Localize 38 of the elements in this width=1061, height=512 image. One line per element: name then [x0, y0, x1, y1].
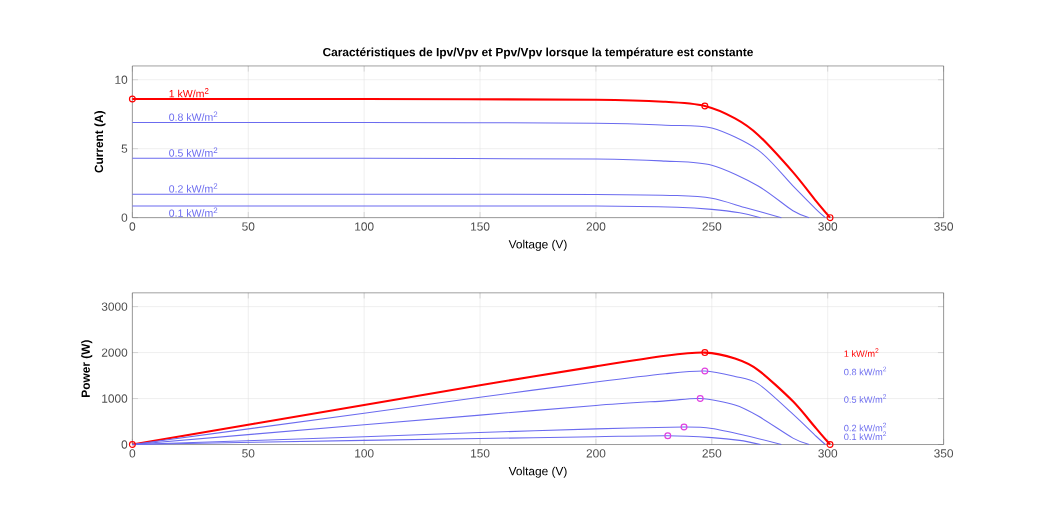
y-tick-label: 5: [121, 144, 128, 153]
x-tick-label: 0: [129, 222, 136, 231]
chart-title: Caractéristiques de Ipv/Vpv et Ppv/Vpv lorsque la température est constante: [323, 47, 753, 59]
series-label: 1 kW/m$^{2}$: [169, 88, 209, 98]
y-axis-title: Current (A): [94, 111, 106, 173]
series-label: 0.2 kW/m$^{2}$: [169, 183, 218, 193]
x-tick-label: 150: [471, 449, 490, 458]
text: 0.8 kW/m$^{2}$: [844, 366, 887, 376]
x-tick-label: 150: [471, 222, 490, 231]
x-axis-title: Voltage (V): [508, 466, 567, 478]
text: 0.1 kW/m$^{2}$: [844, 431, 887, 441]
x-tick-label: 300: [818, 449, 838, 458]
text: 1 kW/m$^{2}$: [844, 348, 879, 358]
x-tick-label: 300: [818, 222, 838, 231]
x-axis-title: Voltage (V): [508, 239, 567, 251]
y-tick-label: 3000: [101, 302, 128, 311]
x-tick-label: 50: [242, 449, 255, 458]
text: 0.5 kW/m$^{2}$: [844, 394, 887, 403]
y-tick-label: 2000: [101, 348, 128, 357]
x-tick-label: 100: [355, 449, 374, 458]
x-tick-label: 250: [702, 449, 722, 458]
y-axis-title: Power (W): [81, 340, 93, 397]
x-tick-label: 350: [934, 449, 954, 458]
x-tick-label: 350: [934, 222, 954, 231]
y-tick-label: 1000: [102, 394, 128, 403]
x-tick-label: 200: [586, 449, 606, 458]
text: 0.2 kW/m$^{2}$: [844, 422, 887, 432]
y-tick-label: 0: [121, 440, 128, 449]
y-tick-label: 10: [115, 75, 128, 85]
x-tick-label: 200: [586, 222, 606, 231]
x-tick-label: 0: [129, 449, 136, 458]
series-label: 0.8 kW/m$^{2}$: [169, 111, 218, 121]
x-tick-label: 250: [702, 222, 722, 231]
series-label: 0.1 kW/m$^{2}$: [169, 207, 218, 217]
series-label: 0.5 kW/m$^{2}$: [169, 147, 218, 157]
y-tick-label: 0: [121, 213, 128, 222]
x-tick-label: 100: [355, 222, 374, 231]
x-tick-label: 50: [242, 222, 255, 231]
